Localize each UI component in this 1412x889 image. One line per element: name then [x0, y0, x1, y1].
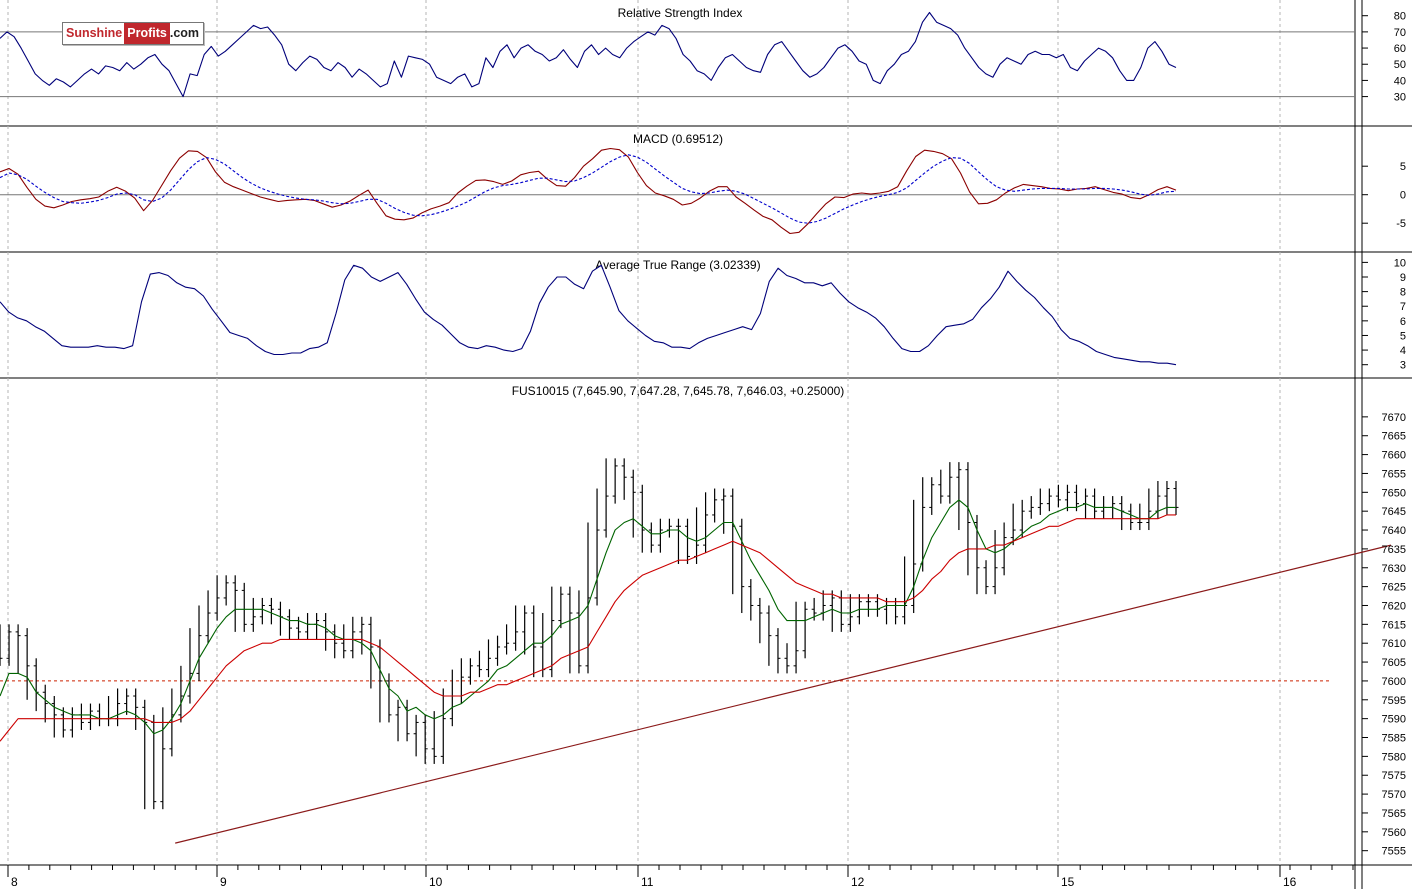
- reference-lines: [0, 31, 1355, 682]
- trendline: [175, 544, 1392, 844]
- rsi-series: [0, 11, 1177, 98]
- x-axis: 8 9 10 11 12 15 16: [7, 865, 1354, 889]
- price-tick-label: 7600: [1382, 676, 1406, 688]
- atr-title: Average True Range (3.02339): [595, 258, 760, 272]
- price-tick-label: 7620: [1382, 600, 1406, 612]
- atr-series: [0, 264, 1177, 366]
- panel-rsi: Relative Strength Index 80 70 60 50 40 30: [0, 6, 1406, 104]
- logo-part-profits: Profits: [124, 23, 170, 44]
- atr-line: [0, 264, 1177, 366]
- x-tick-label: 16: [1283, 875, 1297, 889]
- rsi-tick-label: 70: [1394, 27, 1406, 39]
- atr-tick-label: 4: [1400, 345, 1406, 357]
- macd-title: MACD (0.69512): [633, 132, 723, 146]
- price-tick-label: 7630: [1382, 563, 1406, 575]
- macd-tick-label: 5: [1400, 161, 1406, 173]
- x-tick-label: 9: [220, 875, 227, 889]
- rsi-tick-label: 60: [1394, 43, 1406, 55]
- price-tick-label: 7615: [1382, 619, 1406, 631]
- atr-tick-label: 6: [1400, 316, 1406, 328]
- price-tick-label: 7565: [1382, 808, 1406, 820]
- x-tick-label: 8: [11, 875, 18, 889]
- x-tick-label: 10: [429, 875, 443, 889]
- rsi-tick-label: 40: [1394, 75, 1406, 87]
- price-tick-label: 7585: [1382, 733, 1406, 745]
- panel-atr: Average True Range (3.02339) 10 9 8 7 6 5 4 3: [0, 257, 1406, 372]
- price-tick-label: 7665: [1382, 431, 1406, 443]
- price-tick-label: 7560: [1382, 827, 1406, 839]
- rsi-line: [0, 11, 1177, 98]
- price-tick-label: 7595: [1382, 695, 1406, 707]
- price-tick-label: 7555: [1382, 846, 1406, 858]
- x-tick-label: 11: [641, 875, 654, 889]
- support-trendline: [175, 544, 1392, 844]
- price-tick-label: 7580: [1382, 751, 1406, 763]
- macd-line: [0, 147, 1177, 235]
- price-tick-label: 7575: [1382, 770, 1406, 782]
- price-axis-ticks: 7670 7665 7660 7655 7650 7645 7640 7635 7630 7625…: [1362, 412, 1406, 858]
- atr-tick-label: 3: [1400, 360, 1406, 372]
- price-tick-label: 7625: [1382, 582, 1406, 594]
- rsi-axis-ticks: 80 70 60 50 40 30: [1362, 11, 1406, 104]
- price-tick-label: 7655: [1382, 468, 1406, 480]
- price-tick-label: 7590: [1382, 714, 1406, 726]
- price-tick-label: 7570: [1382, 789, 1406, 801]
- logo-part-sunshine: Sunshine: [66, 26, 123, 40]
- atr-axis-ticks: 10 9 8 7 6 5 4 3: [1362, 257, 1406, 372]
- x-tick-label: 15: [1061, 875, 1075, 889]
- macd-axis-ticks: 5 0 -5: [1362, 161, 1406, 230]
- price-tick-label: 7605: [1382, 657, 1406, 669]
- price-tick-label: 7645: [1382, 506, 1406, 518]
- atr-tick-label: 5: [1400, 330, 1406, 342]
- macd-tick-label: -5: [1396, 218, 1406, 230]
- macd-series: [0, 147, 1177, 235]
- price-tick-label: 7670: [1382, 412, 1406, 424]
- price-tick-label: 7660: [1382, 450, 1406, 462]
- atr-tick-label: 8: [1400, 287, 1406, 299]
- grid-lines: [7, 0, 1281, 865]
- panel-macd: MACD (0.69512) 5 0 -5: [0, 132, 1406, 235]
- rsi-title: Relative Strength Index: [618, 6, 743, 20]
- sunshine-profits-logo: Sunshine Profits .com: [62, 22, 205, 45]
- price-tick-label: 7640: [1382, 525, 1406, 537]
- panel-price: FUS10015 (7,645.90, 7,647.28, 7,645.78, …: [0, 384, 1406, 858]
- macd-tick-label: 0: [1400, 190, 1406, 202]
- atr-tick-label: 9: [1400, 272, 1406, 284]
- logo-part-com: .com: [169, 26, 200, 40]
- price-title: FUS10015 (7,645.90, 7,647.28, 7,645.78, …: [512, 384, 845, 398]
- price-tick-label: 7635: [1382, 544, 1406, 556]
- macd-signal-line: [0, 154, 1177, 224]
- atr-tick-label: 10: [1394, 257, 1406, 269]
- atr-tick-label: 7: [1400, 301, 1406, 313]
- rsi-tick-label: 50: [1394, 59, 1406, 71]
- moving-averages: [0, 499, 1176, 742]
- moving-average-short: [0, 499, 1176, 735]
- x-tick-label: 12: [851, 875, 865, 889]
- price-tick-label: 7650: [1382, 487, 1406, 499]
- rsi-tick-label: 80: [1394, 11, 1406, 23]
- rsi-tick-label: 30: [1394, 92, 1406, 104]
- price-tick-label: 7610: [1382, 638, 1406, 650]
- price-bars: [0, 458, 1179, 810]
- moving-average-long: [0, 514, 1176, 742]
